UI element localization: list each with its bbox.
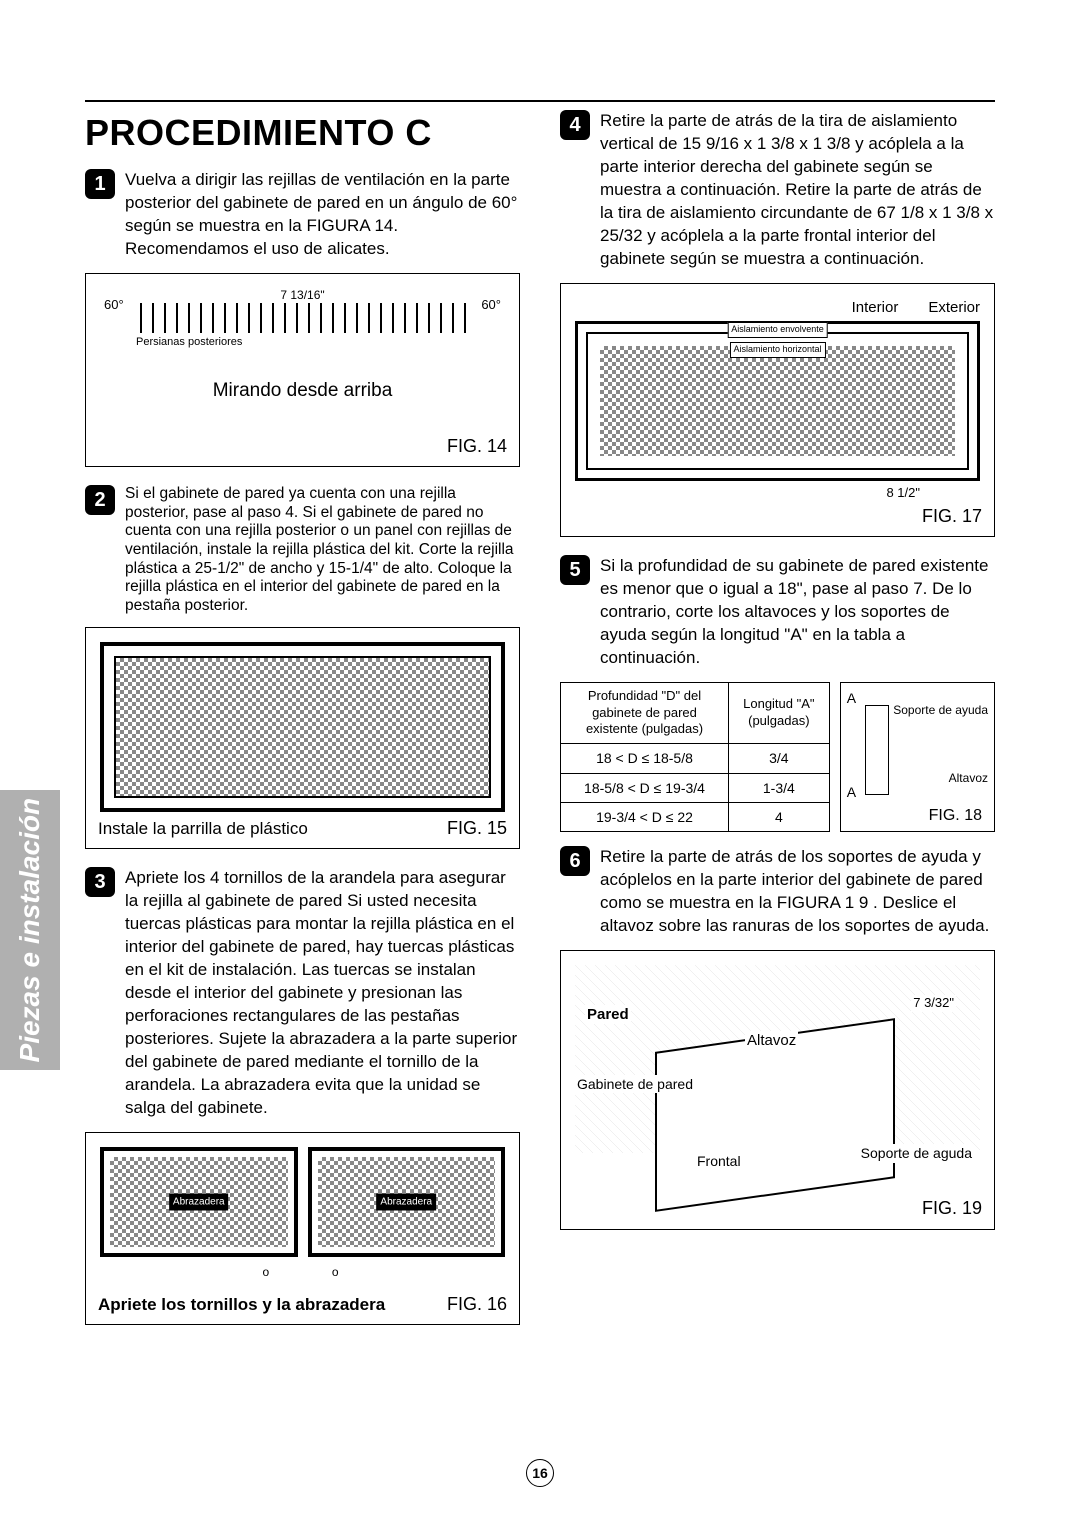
- fig18-bracket: [865, 705, 889, 795]
- fig16-mini-right: Abrazadera: [308, 1147, 506, 1257]
- fig14-angle-left: 60°: [104, 297, 124, 314]
- fig17-bottom-dim: 8 1/2": [575, 485, 980, 502]
- step-num-2: 2: [85, 485, 115, 515]
- fig18-wrap: Profundidad "D" del gabinete de pared ex…: [560, 682, 995, 832]
- fig15-label: FIG. 15: [447, 817, 507, 840]
- step-4: 4 Retire la parte de atrás de la tira de…: [560, 110, 995, 271]
- step-1: 1 Vuelva a dirigir las rejillas de venti…: [85, 169, 520, 261]
- fig19-altavoz: Altavoz: [745, 1031, 798, 1051]
- figure-16: Abrazadera Abrazadera o o Apriete los to…: [85, 1132, 520, 1326]
- fig17-interior: Interior: [852, 298, 899, 318]
- fig16-caption: Apriete los tornillos y la abrazadera: [98, 1294, 385, 1316]
- fig19-soporte: Soporte de aguda: [859, 1144, 974, 1162]
- fig17-outer: Aislamiento envolvente Aislamiento horiz…: [575, 321, 980, 481]
- table-row: 18 < D ≤ 18-5/8 3/4: [561, 744, 830, 773]
- depth-table: Profundidad "D" del gabinete de pared ex…: [560, 682, 830, 832]
- figure-18: A A Soporte de ayuda Altavoz FIG. 18: [840, 682, 995, 832]
- fig17-tag2: Aislamiento horizontal: [729, 342, 825, 358]
- step-4-text: Retire la parte de atrás de la tira de a…: [600, 110, 995, 271]
- step-1-text: Vuelva a dirigir las rejillas de ventila…: [125, 169, 520, 261]
- fig18-soporte: Soporte de ayuda: [893, 703, 988, 719]
- fig17-labels: Interior Exterior: [575, 298, 980, 318]
- step-3-text: Apriete los 4 tornillos de la arandela p…: [125, 867, 520, 1119]
- page-title: PROCEDIMIENTO C: [85, 110, 520, 157]
- fig14-angle-right: 60°: [481, 297, 501, 314]
- content-columns: PROCEDIMIENTO C 1 Vuelva a dirigir las r…: [85, 110, 995, 1343]
- fig17-exterior: Exterior: [928, 298, 980, 318]
- fig15-hatch: [114, 656, 491, 798]
- step-num-4: 4: [560, 110, 590, 140]
- fig18-label: FIG. 18: [929, 806, 982, 827]
- fig14-label: FIG. 14: [447, 435, 507, 458]
- step-2-text: Si el gabinete de pared ya cuenta con un…: [125, 485, 520, 615]
- figure-19: Pared Altavoz Gabinete de pared Frontal …: [560, 950, 995, 1230]
- fig17-label: FIG. 17: [922, 505, 982, 528]
- fig19-frontal: Frontal: [695, 1152, 743, 1170]
- fig16-mini-left: Abrazadera: [100, 1147, 298, 1257]
- figure-17: Interior Exterior Aislamiento envolvente…: [560, 283, 995, 537]
- fig16-clamp-l: Abrazadera: [169, 1193, 229, 1210]
- fig19-scene: Pared Altavoz Gabinete de pared Frontal …: [575, 965, 980, 1193]
- step-num-1: 1: [85, 169, 115, 199]
- fig15-caption: Instale la parrilla de plástico: [98, 818, 308, 840]
- step-num-3: 3: [85, 867, 115, 897]
- table-h2: Longitud "A" (pulgadas): [728, 682, 829, 744]
- fig19-gabinete: Gabinete de pared: [575, 1075, 695, 1093]
- step-5: 5 Si la profundidad de su gabinete de pa…: [560, 555, 995, 670]
- top-rule: [85, 100, 995, 102]
- fig14-top-dim: 7 13/16": [100, 288, 505, 304]
- fig19-dim: 7 3/32": [911, 995, 956, 1012]
- step-6: 6 Retire la parte de atrás de los soport…: [560, 846, 995, 938]
- fig16-clamp-r: Abrazadera: [376, 1193, 436, 1210]
- figure-15: Instale la parrilla de plástico FIG. 15: [85, 627, 520, 849]
- fig16-label: FIG. 16: [447, 1293, 507, 1316]
- fig14-louvers: 60° 60°: [130, 303, 475, 333]
- fig19-label: FIG. 19: [922, 1197, 982, 1220]
- fig17-tag1: Aislamiento envolvente: [727, 322, 828, 338]
- fig16-dots: o o: [100, 1265, 505, 1281]
- fig18-altavoz: Altavoz: [949, 771, 988, 787]
- step-num-6: 6: [560, 846, 590, 876]
- figure-14: 7 13/16" 60° 60° Persianas posteriores M…: [85, 273, 520, 468]
- fig18-a-top: A: [847, 689, 856, 707]
- table-row: 18-5/8 < D ≤ 19-3/4 1-3/4: [561, 773, 830, 802]
- side-tab-label: Piezas e instalación: [12, 798, 48, 1063]
- side-tab: Piezas e instalación: [0, 790, 60, 1070]
- table-row: 19-3/4 < D ≤ 22 4: [561, 802, 830, 831]
- fig18-a-bot: A: [847, 783, 856, 801]
- page-number: 16: [526, 1459, 554, 1487]
- step-6-text: Retire la parte de atrás de los soportes…: [600, 846, 995, 938]
- table-h1: Profundidad "D" del gabinete de pared ex…: [561, 682, 729, 744]
- step-3: 3 Apriete los 4 tornillos de la arandela…: [85, 867, 520, 1119]
- fig16-row: Abrazadera Abrazadera: [100, 1147, 505, 1257]
- right-column: 4 Retire la parte de atrás de la tira de…: [560, 110, 995, 1343]
- fig14-louvers-label: Persianas posteriores: [136, 335, 505, 349]
- step-5-text: Si la profundidad de su gabinete de pare…: [600, 555, 995, 670]
- fig15-panel: [100, 642, 505, 812]
- step-num-5: 5: [560, 555, 590, 585]
- fig14-view: Mirando desde arriba: [100, 379, 505, 452]
- left-column: PROCEDIMIENTO C 1 Vuelva a dirigir las r…: [85, 110, 520, 1343]
- fig19-pared: Pared: [585, 1005, 631, 1025]
- step-2: 2 Si el gabinete de pared ya cuenta con …: [85, 485, 520, 615]
